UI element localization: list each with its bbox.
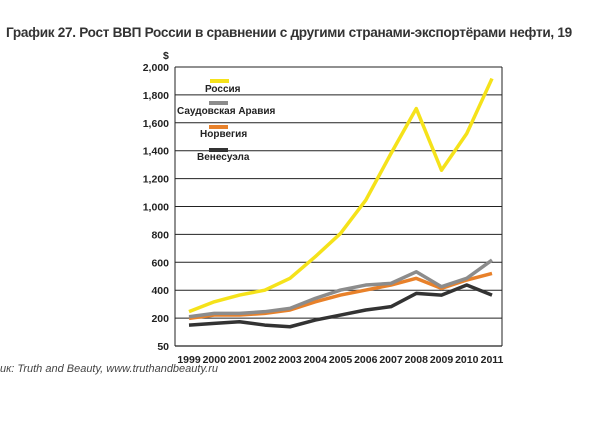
series-line: [188, 283, 493, 329]
y-tick-label: 1,800: [143, 90, 169, 102]
x-tick-label: 2005: [329, 354, 353, 366]
x-tick-label: 2010: [455, 354, 479, 366]
y-tick-label: 400: [151, 285, 169, 297]
x-tick-label: 2011: [481, 354, 504, 366]
x-tick-label: 2001: [228, 354, 252, 366]
y-tick-label: 1,000: [143, 202, 169, 214]
y-tick-label: 800: [151, 229, 169, 241]
legend-label: Норвегия: [200, 129, 247, 140]
legend-label: Саудовская Аравия: [177, 106, 276, 117]
x-tick-label: 1999: [177, 354, 201, 366]
source-note: ик: Truth and Beauty, www.truthandbeauty…: [0, 363, 218, 375]
x-tick-label: 2004: [304, 354, 328, 366]
x-tick-label: 2006: [354, 354, 378, 366]
series-line: [188, 77, 494, 314]
y-tick-label: 50: [157, 341, 169, 353]
x-tick-label: 2007: [379, 354, 403, 366]
y-tick-label: 2,000: [143, 62, 169, 74]
y-tick-label: 600: [151, 257, 169, 269]
y-tick-label: 200: [151, 313, 169, 325]
x-tick-label: 2002: [253, 354, 277, 366]
x-tick-label: 2003: [278, 354, 302, 366]
y-tick-label: 1,600: [143, 118, 169, 130]
x-tick-label: 2008: [405, 354, 429, 366]
x-tick-label: 2009: [430, 354, 454, 366]
x-tick-label: 2000: [203, 354, 227, 366]
series-line: [188, 258, 494, 319]
legend-label: Россия: [205, 84, 241, 95]
y-axis-label: $: [163, 50, 169, 62]
y-tick-label: 1,400: [143, 146, 169, 158]
legend-label: Венесуэла: [197, 152, 250, 163]
chart-title: График 27. Рост ВВП России в сравнении с…: [6, 25, 572, 40]
y-tick-label: 1,200: [143, 174, 169, 186]
